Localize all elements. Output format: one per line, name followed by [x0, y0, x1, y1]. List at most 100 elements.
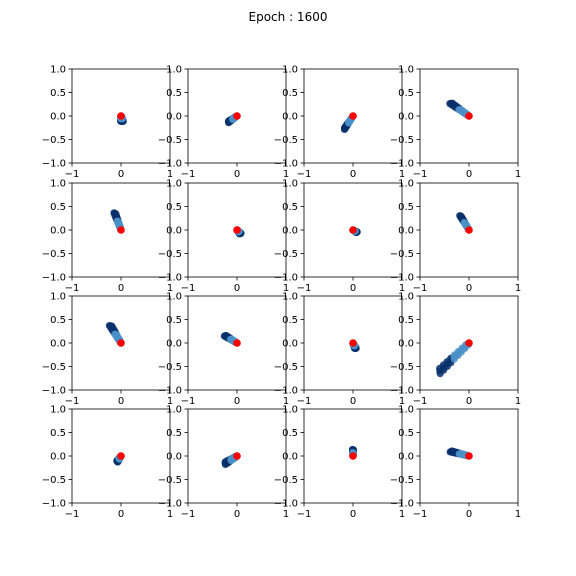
target-point: [233, 226, 241, 234]
y-tick-label: 0.0: [282, 339, 298, 350]
y-tick-label: −0.5: [274, 475, 298, 486]
y-tick-label: 0.5: [282, 88, 298, 99]
y-tick-label: 0.0: [282, 226, 298, 237]
x-tick-label: −1: [413, 283, 428, 294]
y-tick-label: −0.5: [390, 362, 414, 373]
x-tick-label: 1: [515, 169, 521, 180]
x-tick-label: 1: [515, 283, 521, 294]
subplot-9: −1 0 1 −1.0 −0.5 0.0 0.5 1.0: [42, 292, 173, 408]
target-point: [465, 339, 473, 347]
y-tick-label: 0.5: [398, 428, 414, 439]
target-point: [465, 112, 473, 120]
y-tick-label: 0.0: [50, 339, 66, 350]
x-tick-label: −1: [181, 283, 196, 294]
subplot-4: −1 0 1−1.0−0.50.00.51.0: [390, 65, 521, 181]
x-tick-label: −1: [413, 396, 428, 407]
y-tick-label: 1.0: [282, 65, 298, 76]
x-tick-label: 1: [167, 169, 173, 180]
y-tick-label: 0.0: [166, 452, 182, 463]
x-tick-label: 1: [399, 396, 405, 407]
x-tick-label: 0: [350, 283, 356, 294]
target-point: [117, 226, 125, 234]
y-tick-label: 0.5: [50, 88, 66, 99]
subplot-6: −1 0 1−1.0−0.50.00.51.0: [158, 179, 289, 295]
y-tick-label: 1.0: [166, 179, 182, 190]
x-tick-label: 1: [283, 509, 289, 520]
subplot-15: −1 0 1−1.0−0.50.00.51.0: [274, 405, 405, 521]
target-point: [117, 112, 125, 120]
x-tick-label: −1: [65, 509, 80, 520]
subplot-12: −1 0 1−1.0−0.50.00.51.0: [390, 292, 521, 408]
x-tick-label: 0: [118, 169, 124, 180]
y-tick-label: −0.5: [274, 362, 298, 373]
y-tick-label: 0.0: [282, 112, 298, 123]
x-tick-label: 0: [350, 169, 356, 180]
y-tick-label: 0.5: [50, 202, 66, 213]
x-tick-label: 0: [234, 283, 240, 294]
y-tick-label: 1.0: [166, 292, 182, 303]
y-tick-label: 1.0: [398, 65, 414, 76]
y-tick-label: 1.0: [398, 292, 414, 303]
x-tick-label: 1: [283, 396, 289, 407]
x-tick-label: −1: [297, 509, 312, 520]
subplot-10: −1 0 1−1.0−0.50.00.51.0: [158, 292, 289, 408]
y-tick-label: 0.0: [50, 112, 66, 123]
y-tick-label: −1.0: [390, 499, 414, 510]
x-tick-label: −1: [65, 283, 80, 294]
y-tick-label: −0.5: [158, 135, 182, 146]
y-tick-label: −1.0: [274, 499, 298, 510]
x-tick-label: 0: [350, 509, 356, 520]
y-tick-label: 0.0: [282, 452, 298, 463]
y-tick-label: −1.0: [274, 386, 298, 397]
target-point: [349, 339, 357, 347]
y-tick-label: 1.0: [50, 179, 66, 190]
x-tick-label: 0: [118, 283, 124, 294]
target-point: [233, 112, 241, 120]
y-tick-label: −1.0: [274, 273, 298, 284]
y-tick-label: 0.0: [166, 112, 182, 123]
y-tick-label: 0.5: [166, 202, 182, 213]
x-tick-label: 1: [283, 169, 289, 180]
target-point: [465, 226, 473, 234]
y-tick-label: 0.0: [166, 226, 182, 237]
y-tick-label: −0.5: [390, 249, 414, 260]
y-tick-label: 1.0: [282, 179, 298, 190]
y-tick-label: 0.5: [398, 202, 414, 213]
x-tick-label: 1: [399, 169, 405, 180]
y-tick-label: −1.0: [158, 273, 182, 284]
y-tick-label: 0.0: [398, 112, 414, 123]
target-point: [349, 112, 357, 120]
target-point: [233, 339, 241, 347]
y-tick-label: 1.0: [398, 179, 414, 190]
y-tick-label: 0.0: [50, 226, 66, 237]
x-tick-label: 0: [350, 396, 356, 407]
x-tick-label: −1: [297, 283, 312, 294]
y-tick-label: −1.0: [390, 159, 414, 170]
y-tick-label: 0.5: [50, 315, 66, 326]
y-tick-label: 1.0: [166, 405, 182, 416]
y-tick-label: 0.5: [166, 88, 182, 99]
target-point: [233, 452, 241, 460]
x-tick-label: 0: [118, 509, 124, 520]
y-tick-label: 0.5: [398, 315, 414, 326]
subplot-16: −1 0 1−1.0−0.50.00.51.0: [390, 405, 521, 521]
y-tick-label: −0.5: [274, 249, 298, 260]
x-tick-label: 0: [234, 396, 240, 407]
y-tick-label: −0.5: [42, 475, 66, 486]
y-tick-label: 0.0: [398, 226, 414, 237]
y-tick-label: 0.5: [50, 428, 66, 439]
subplot-7: −1 0 1−1.0−0.50.00.51.0: [274, 179, 405, 295]
x-tick-label: −1: [297, 169, 312, 180]
y-tick-label: −0.5: [274, 135, 298, 146]
y-tick-label: 1.0: [50, 65, 66, 76]
y-tick-label: −0.5: [158, 475, 182, 486]
x-tick-label: 1: [515, 509, 521, 520]
y-tick-label: 0.5: [282, 428, 298, 439]
y-tick-label: −1.0: [274, 159, 298, 170]
y-tick-label: −0.5: [42, 362, 66, 373]
y-tick-label: 1.0: [50, 405, 66, 416]
target-point: [117, 452, 125, 460]
x-tick-label: 1: [399, 509, 405, 520]
x-tick-label: −1: [413, 509, 428, 520]
